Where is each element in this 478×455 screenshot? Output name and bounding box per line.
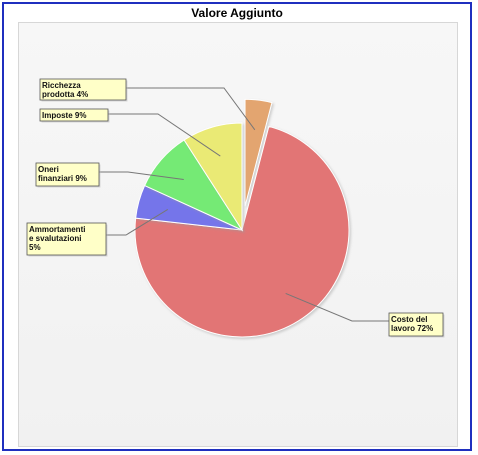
label-line: finanziari 9% <box>38 174 87 183</box>
chart-title: Valore Aggiunto <box>191 6 283 20</box>
label-text: Ammortamenti e svalutazioni 5% <box>29 225 85 252</box>
label-box <box>39 108 109 122</box>
leader-line-ammortamenti-e-svalutazioni-5 <box>106 209 169 236</box>
label-line: Ricchezza <box>42 81 81 90</box>
label-line: lavoro 72% <box>391 324 433 333</box>
label-line: e svalutazioni <box>29 234 81 243</box>
label-text: Oneri finanziari 9% <box>38 165 87 183</box>
label-box <box>39 78 127 101</box>
label-box <box>35 162 100 187</box>
pie-label-ammortamenti-e-svalutazioni-5: Ammortamenti e svalutazioni 5% <box>26 222 108 257</box>
pie-label-ricchezza-prodotta-4: Ricchezza prodotta 4% <box>39 78 128 102</box>
label-line: Oneri <box>38 165 59 174</box>
leader-line-imposte-9 <box>108 113 221 157</box>
pie-label-oneri-finanziari-9: Oneri finanziari 9% <box>35 162 101 188</box>
leader-line-ricchezza-prodotta-4 <box>126 87 256 131</box>
label-text: Imposte 9% <box>42 111 86 120</box>
leader-line-oneri-finanziari-9 <box>99 171 184 181</box>
label-line: Imposte 9% <box>42 111 86 120</box>
pie-slice-imposte-9 <box>183 122 243 232</box>
pie-slice-costo-del-lavoro-72 <box>134 125 350 338</box>
label-text: Costo del lavoro 72% <box>391 315 433 333</box>
label-line: Costo del <box>391 315 427 324</box>
label-line: Ammortamenti <box>29 225 85 234</box>
label-text: Ricchezza prodotta 4% <box>42 81 88 99</box>
label-box <box>388 312 444 337</box>
pie-label-costo-del-lavoro-72: Costo del lavoro 72% <box>388 312 445 338</box>
label-line: prodotta 4% <box>42 90 88 99</box>
pie-label-imposte-9: Imposte 9% <box>39 108 110 123</box>
label-box <box>26 222 107 256</box>
leader-line-costo-del-lavoro-72 <box>285 292 389 322</box>
label-line: 5% <box>29 243 41 252</box>
